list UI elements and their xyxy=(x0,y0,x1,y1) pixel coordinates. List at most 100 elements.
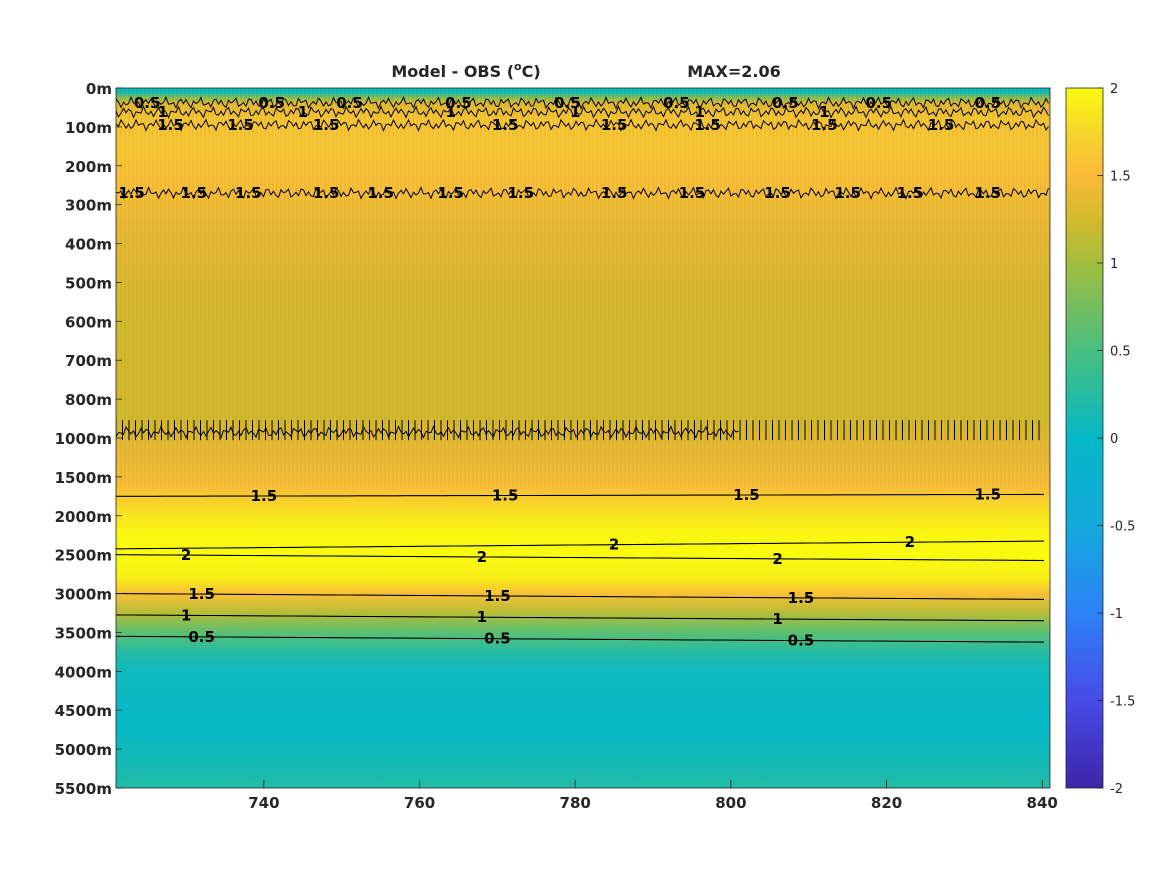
contour-line-2 xyxy=(116,540,1045,550)
contour-label: 1.5 xyxy=(694,116,721,134)
x-tick-label: 740 xyxy=(248,794,279,812)
contour-label: 1.5 xyxy=(679,184,706,202)
contour-label: 1.5 xyxy=(492,487,519,505)
contour-label: 1.5 xyxy=(492,116,519,134)
contour-label: 1.5 xyxy=(157,116,184,134)
y-tick-label: 3500m xyxy=(55,624,112,642)
contour-label: 2 xyxy=(905,533,915,551)
contour-line-1.5 xyxy=(116,493,1044,497)
y-tick-label: 5500m xyxy=(55,780,112,798)
colorbar-tick-label: 0.5 xyxy=(1110,345,1131,360)
contour-label: 1.5 xyxy=(313,116,340,134)
contour-label: 0.5 xyxy=(865,94,892,112)
contour-label: 1 xyxy=(695,103,705,121)
contour-line-0.5 xyxy=(116,95,1049,110)
contour-label: 0.5 xyxy=(484,630,511,648)
contour-label: 1 xyxy=(772,610,782,628)
y-tick-label: 100m xyxy=(65,119,112,137)
y-tick-label: 0m xyxy=(86,80,112,98)
contour-label: 1 xyxy=(570,103,580,121)
contour-label: 1.5 xyxy=(181,184,208,202)
contour-label: 0.5 xyxy=(974,94,1001,112)
contour-label: 1 xyxy=(477,608,487,626)
contour-label: 1.5 xyxy=(251,487,278,505)
contour-label: 1.5 xyxy=(834,184,861,202)
contour-label: 0.5 xyxy=(663,94,690,112)
contour-label: 1 xyxy=(445,103,455,121)
y-tick-label: 1500m xyxy=(55,469,112,487)
max-label: MAX=2.06 xyxy=(687,62,781,81)
contour-label: 2 xyxy=(477,548,487,566)
contour-label: 1.5 xyxy=(928,116,955,134)
contour-label: 0.5 xyxy=(134,94,161,112)
contour-line-1.5 xyxy=(116,593,1045,600)
y-tick-label: 600m xyxy=(65,313,112,331)
contour-labels: 0.5 0.5 0.5 0.5 0.5 0.5 0.5 0.5 0.51 1 1 1 1 11.5 1.5 1… xyxy=(118,94,1001,650)
contour-label: 1.5 xyxy=(437,184,464,202)
contour-label: 1 xyxy=(298,103,308,121)
y-tick-label: 300m xyxy=(65,197,112,215)
contour-line-0.5 xyxy=(116,635,1044,643)
contour-label: 1.5 xyxy=(313,184,340,202)
x-tick-label: 800 xyxy=(715,794,746,812)
y-tick-label: 800m xyxy=(65,391,112,409)
colorbar-tick-label: -0.5 xyxy=(1110,520,1135,535)
contour-label: 1.5 xyxy=(897,184,924,202)
y-axis: 0m 100m 200m 300m 400m 500m 600m 700m 800m 1000m 1… xyxy=(55,80,122,798)
chart-title: Model - OBS (oC) xyxy=(391,60,540,81)
contour-label: 1.5 xyxy=(601,184,628,202)
contour-label: 1.5 xyxy=(367,184,394,202)
colorbar-tick-label: 0 xyxy=(1110,432,1118,447)
colorbar-tick-label: -2 xyxy=(1110,782,1123,797)
y-tick-label: 4500m xyxy=(55,702,112,720)
contour-label: 2 xyxy=(772,550,782,568)
y-tick-label: 5000m xyxy=(55,741,112,759)
contour-label: 1.5 xyxy=(227,116,254,134)
x-tick-label: 840 xyxy=(1027,794,1058,812)
x-tick-label: 780 xyxy=(560,794,591,812)
y-tick-label: 2500m xyxy=(55,547,112,565)
contour-line-1 xyxy=(116,105,1049,119)
contour-label: 0.5 xyxy=(188,628,215,646)
y-tick-label: 3000m xyxy=(55,586,112,604)
x-axis: 740 760 780 800 820 840 xyxy=(248,780,1058,812)
contour-label: 1.5 xyxy=(601,116,628,134)
contour-label: 1.5 xyxy=(188,585,215,603)
contour-label: 1.5 xyxy=(811,116,838,134)
y-tick-label: 2000m xyxy=(55,508,112,526)
plot-area: 0.5 0.5 0.5 0.5 0.5 0.5 0.5 0.5 0.51 1 1 1 1 11.5 1.5 1… xyxy=(115,87,1051,789)
contour-line-1 xyxy=(116,614,1044,622)
contour-label: 1.5 xyxy=(507,184,534,202)
contour-label: 1.5 xyxy=(118,184,145,202)
colorbar-tick-label: 2 xyxy=(1110,82,1118,97)
contour-label: 2 xyxy=(609,536,619,554)
contour-label: 1 xyxy=(819,103,829,121)
contour-label: 1.5 xyxy=(235,184,262,202)
contour-label: 2 xyxy=(181,546,191,564)
contour-label: 1.5 xyxy=(974,184,1001,202)
contour-label: 0.5 xyxy=(258,94,285,112)
contour-label: 0.5 xyxy=(788,632,815,650)
contour-label: 1.5 xyxy=(733,486,760,504)
colorbar-tick-label: -1 xyxy=(1110,607,1123,622)
contour-label: 1.5 xyxy=(788,589,815,607)
contour-label: 1.5 xyxy=(974,486,1001,504)
colorbar-tick-label: 1 xyxy=(1110,257,1118,272)
contour-line-1.5 xyxy=(116,186,1049,200)
colorbar-ticks: 2 1.5 1 0.5 0 -0.5 -1 -1.5 -2 xyxy=(1097,82,1135,797)
contour-label: 0.5 xyxy=(554,94,581,112)
contour-label: 1 xyxy=(157,103,167,121)
contour-label: 0.5 xyxy=(336,94,363,112)
colorbar-tick-label: 1.5 xyxy=(1110,170,1131,185)
y-tick-label: 200m xyxy=(65,158,112,176)
contour-label: 1.5 xyxy=(484,587,511,605)
contour-label: 0.5 xyxy=(445,94,472,112)
contour-label: 1 xyxy=(181,606,191,624)
y-tick-label: 700m xyxy=(65,352,112,370)
contour-line-1.5 xyxy=(116,118,1049,132)
y-tick-label: 500m xyxy=(65,274,112,292)
x-tick-label: 820 xyxy=(871,794,902,812)
y-tick-label: 400m xyxy=(65,236,112,254)
y-tick-label: 1000m xyxy=(55,430,112,448)
